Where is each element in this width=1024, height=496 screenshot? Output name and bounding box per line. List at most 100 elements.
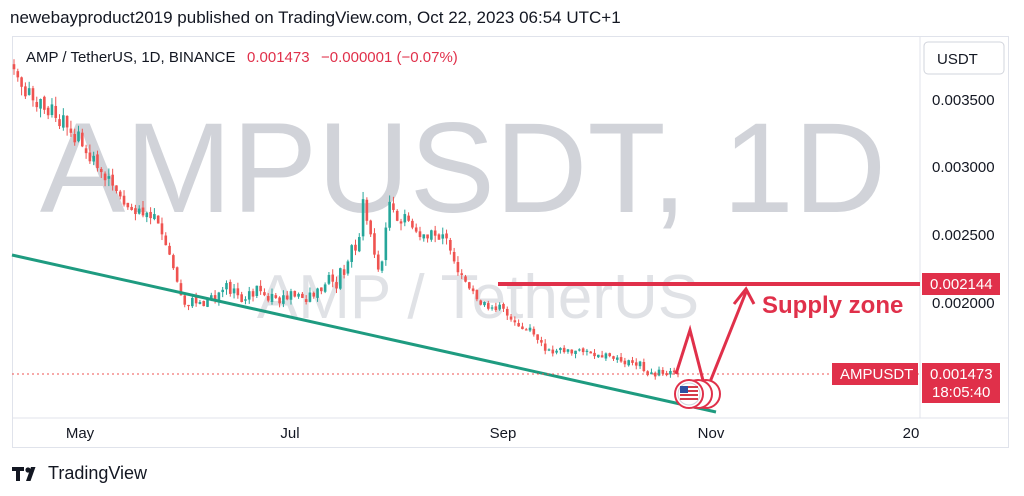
candle-body: [12, 64, 16, 70]
candle-body: [247, 291, 251, 300]
candle-body: [407, 215, 410, 221]
price-axis[interactable]: 0.003500 0.003000 0.002500 0.002000: [932, 92, 995, 312]
currency-button-label: USDT: [937, 51, 978, 68]
candle-body: [153, 214, 156, 220]
candle-body: [460, 273, 464, 275]
candle-body: [263, 292, 266, 296]
candle-body: [543, 343, 547, 351]
candle-body: [39, 99, 42, 109]
candle-body: [672, 370, 676, 373]
candle-body: [411, 220, 414, 228]
candle-body: [266, 296, 270, 301]
candle-body: [627, 360, 630, 366]
candle-body: [115, 185, 118, 192]
candle-body: [145, 212, 149, 218]
footer-brand[interactable]: TradingView: [12, 463, 147, 484]
legend-symbol: AMP / TetherUS, 1D, BINANCE: [26, 49, 236, 66]
candle-body: [232, 288, 236, 294]
candle-body: [555, 350, 558, 353]
candle-body: [490, 307, 494, 309]
time-axis[interactable]: May Jul Sep Nov 20: [66, 425, 920, 442]
candle-body: [559, 348, 562, 351]
publish-header: newebayproduct2019 published on TradingV…: [10, 8, 621, 27]
candle-body: [631, 360, 634, 363]
candle-body: [517, 323, 520, 327]
projection-path[interactable]: [674, 291, 748, 397]
candle-body: [486, 303, 490, 309]
candle-body: [505, 308, 509, 316]
candle-body: [528, 327, 532, 331]
candle-body: [615, 357, 619, 360]
candle-body: [608, 353, 612, 357]
candle-body: [547, 349, 551, 351]
candle-body: [376, 254, 380, 270]
support-trendline[interactable]: [11, 253, 717, 414]
currency-button[interactable]: [923, 41, 1005, 75]
chart-frame: [12, 36, 1009, 448]
candle-body: [657, 369, 661, 376]
candle-body: [58, 119, 61, 127]
candle-body: [354, 244, 357, 251]
candle-body: [54, 105, 58, 118]
candle-body: [634, 362, 638, 366]
candle-body: [422, 234, 426, 239]
candle-body: [301, 293, 304, 298]
candle-body: [327, 274, 331, 284]
candle-body: [464, 276, 467, 282]
candle-body: [175, 267, 179, 282]
candle-body: [84, 148, 88, 154]
candle-body: [107, 176, 111, 179]
candle-body: [430, 230, 433, 240]
candle-body: [206, 299, 209, 307]
candle-body: [574, 350, 577, 354]
candle-body: [99, 168, 103, 173]
candle-body: [172, 255, 175, 269]
candle-body: [213, 295, 217, 301]
candle-body: [589, 351, 593, 354]
time-tick: Jul: [280, 425, 299, 442]
countdown-text: 18:05:40: [932, 384, 990, 401]
projection-arrowhead: [732, 286, 756, 305]
candle-body: [468, 282, 471, 289]
candle-body: [31, 88, 35, 101]
candle-body: [623, 360, 627, 365]
candle-body: [437, 234, 441, 240]
candle-body: [581, 348, 585, 353]
candle-body: [483, 302, 486, 306]
candle-body: [308, 292, 312, 302]
candle-body: [445, 233, 448, 239]
candle-body: [240, 294, 243, 302]
last-price-text: 0.001473: [930, 366, 993, 383]
candle-body: [642, 361, 646, 372]
candle-body: [16, 71, 20, 78]
candle-body: [357, 237, 361, 252]
candle-body: [50, 104, 54, 116]
legend[interactable]: AMP / TetherUS, 1D, BINANCE 0.001473 −0.…: [26, 49, 458, 66]
candle-body: [669, 371, 672, 375]
candle-body: [168, 245, 171, 255]
candle-body: [316, 288, 319, 298]
event-markers[interactable]: [674, 379, 721, 409]
candle-body: [597, 354, 600, 358]
candle-body: [24, 86, 27, 97]
legend-change: −0.000001 (−0.07%): [321, 49, 458, 66]
candle-body: [612, 356, 615, 359]
candle-body: [198, 302, 202, 304]
candle-body: [346, 261, 350, 274]
candle-body: [646, 371, 649, 376]
candle-body: [339, 268, 342, 289]
candle-body: [92, 155, 95, 162]
candle-body: [578, 349, 581, 351]
candle-body: [164, 235, 168, 246]
candle-body: [320, 287, 323, 292]
candle-body: [202, 300, 206, 307]
candle-body: [399, 221, 403, 224]
candle-body: [456, 262, 460, 273]
price-tick: 0.002500: [932, 227, 995, 244]
candle-body: [297, 293, 300, 297]
candle-body: [566, 349, 570, 352]
candle-body: [600, 355, 604, 358]
candle-body: [77, 131, 80, 142]
time-tick: 20: [903, 425, 920, 442]
